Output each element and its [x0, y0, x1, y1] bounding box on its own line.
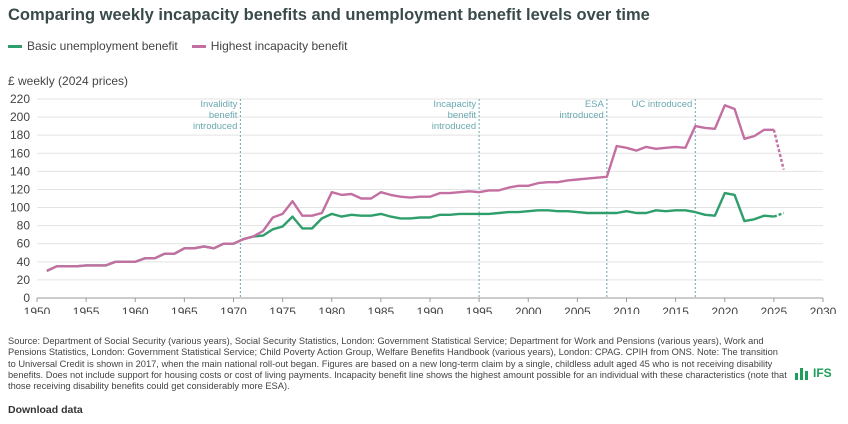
- x-tick-label: 1975: [269, 305, 296, 314]
- x-tick-label: 2000: [515, 305, 542, 314]
- y-tick-label: 160: [10, 146, 30, 160]
- download-data-link[interactable]: Download data: [8, 404, 83, 416]
- annotation-label: Invalidity: [200, 99, 237, 110]
- y-tick-label: 220: [10, 92, 30, 106]
- logo-text: IFS: [813, 366, 832, 380]
- legend-swatch-incapacity: [191, 44, 206, 48]
- logo-bars-icon: [795, 368, 810, 380]
- annotation-label: introduced: [193, 121, 237, 132]
- legend-swatch-unemployment: [8, 44, 22, 48]
- source-note: Source: Department of Social Security (v…: [8, 336, 787, 392]
- x-tick-label: 2010: [613, 305, 640, 314]
- annotation-label: introduced: [559, 110, 603, 121]
- x-tick-label: 1980: [318, 305, 345, 314]
- x-tick-label: 1965: [171, 305, 198, 314]
- y-tick-label: 120: [10, 182, 30, 196]
- annotation-label: Incapacity: [433, 99, 476, 110]
- annotation-label: benefit: [209, 110, 238, 121]
- chart-title: Comparing weekly incapacity benefits and…: [8, 6, 650, 24]
- series-line: [46, 191, 775, 272]
- legend-item-incapacity[interactable]: Highest incapacity benefit: [191, 39, 348, 53]
- ifs-logo: IFS: [795, 366, 832, 380]
- series-line: [46, 104, 774, 272]
- line-chart: 0 20 40 60 80 100 120 140 160 180 200 220 1950 1955 19…: [10, 92, 837, 314]
- y-tick-label: 180: [10, 128, 30, 142]
- annotation-label: benefit: [448, 110, 477, 121]
- y-tick-label: 140: [10, 164, 30, 178]
- x-tick-label: 2015: [662, 305, 689, 314]
- x-tick-label: 1955: [73, 305, 100, 314]
- y-tick-label: 20: [17, 273, 31, 287]
- legend-item-unemployment[interactable]: Basic unemployment benefit: [8, 39, 178, 53]
- annotation-label: introduced: [432, 121, 476, 132]
- x-tick-label: 2020: [711, 305, 738, 314]
- x-tick-label: 1950: [24, 305, 51, 314]
- x-tick-label: 1985: [368, 305, 395, 314]
- legend-label-incapacity: Highest incapacity benefit: [210, 39, 348, 53]
- series-projection-line: [772, 129, 785, 170]
- y-tick-label: 200: [10, 110, 30, 124]
- x-tick-label: 2025: [761, 305, 788, 314]
- x-tick-label: 2005: [564, 305, 591, 314]
- x-tick-label: 1970: [220, 305, 247, 314]
- y-tick-label: 40: [17, 255, 31, 269]
- legend-label-unemployment: Basic unemployment benefit: [27, 39, 178, 53]
- y-tick-label: 0: [23, 291, 30, 305]
- x-tick-label: 1960: [122, 305, 149, 314]
- y-tick-label: 60: [17, 237, 31, 251]
- series-projection-line: [773, 211, 785, 218]
- y-tick-label: 100: [10, 201, 30, 215]
- x-tick-label: 1990: [417, 305, 444, 314]
- annotation-label: ESA: [585, 99, 605, 110]
- x-tick-label: 1995: [466, 305, 493, 314]
- annotation-label: UC introduced: [632, 99, 693, 110]
- x-tick-label: 2030: [810, 305, 837, 314]
- y-tick-label: 80: [17, 219, 31, 233]
- legend: Basic unemployment benefit Highest incap…: [8, 39, 362, 53]
- y-axis-label: £ weekly (2024 prices): [8, 74, 129, 88]
